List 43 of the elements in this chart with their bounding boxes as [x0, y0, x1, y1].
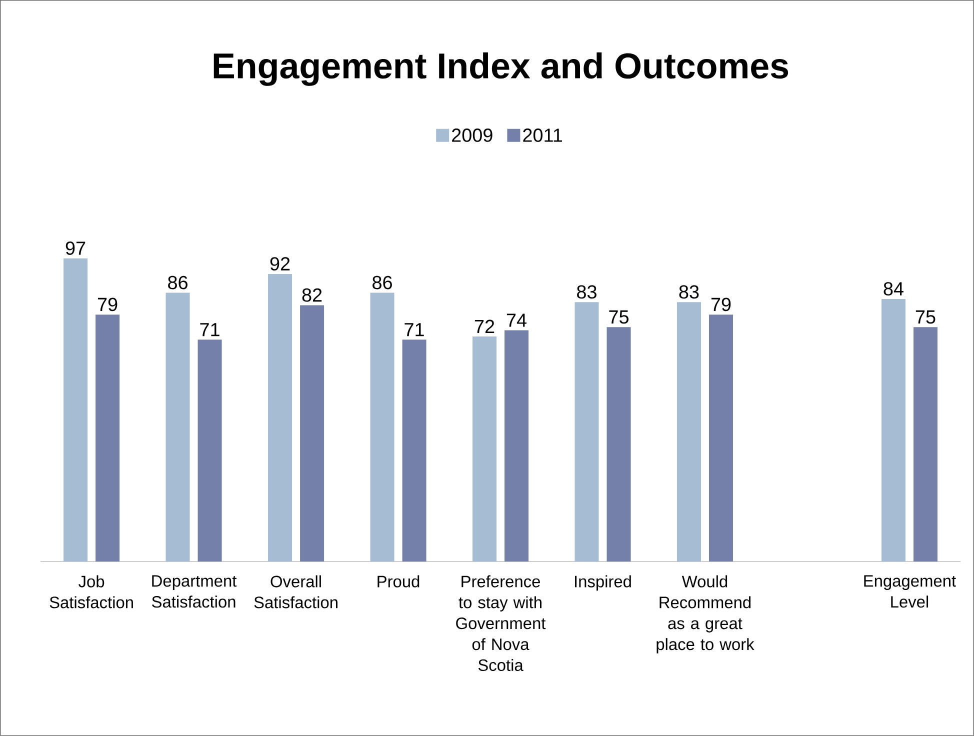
data-label: 79	[711, 298, 731, 312]
bar	[402, 340, 426, 562]
bar	[300, 305, 324, 562]
x-tick-label: Inspired	[575, 575, 631, 591]
legend-label: 2009	[452, 128, 492, 142]
data-label: 84	[884, 282, 904, 296]
legend-label: 2011	[523, 128, 562, 142]
x-tick-label: Proud	[378, 575, 420, 588]
bar	[370, 292, 394, 562]
data-label: 71	[200, 323, 220, 336]
bar	[504, 330, 529, 562]
x-tick-label: Overall Satisfaction	[254, 575, 338, 608]
data-label: 86	[168, 276, 188, 290]
data-label: 75	[609, 310, 628, 324]
x-tick-label: Engagement Level	[864, 575, 956, 608]
chart-title: Engagement Index and Outcomes	[214, 52, 788, 86]
bar	[198, 340, 222, 562]
bar	[708, 314, 733, 562]
bar	[96, 314, 120, 562]
x-tick-label: Preference to stay with Government of Nova Scotia	[456, 575, 546, 672]
data-label: 83	[577, 285, 596, 299]
data-label: 74	[506, 314, 526, 327]
data-label: 92	[270, 257, 290, 271]
bar	[166, 292, 190, 562]
bar	[676, 302, 701, 562]
x-tick-label: Department Satisfaction	[152, 575, 237, 608]
data-label: 72	[474, 320, 494, 334]
bar	[472, 336, 497, 562]
x-tick-label: Job Satisfaction	[50, 575, 133, 608]
bar	[913, 327, 938, 562]
bar	[574, 302, 599, 562]
x-tick-label: Would Recommend as a great place to work	[656, 575, 754, 654]
bar	[268, 274, 292, 562]
data-label: 71	[404, 323, 424, 336]
data-label: 86	[372, 276, 392, 290]
data-label: 79	[98, 298, 118, 312]
bar	[606, 327, 631, 562]
bar	[64, 258, 88, 562]
data-label: 83	[679, 285, 699, 299]
data-label: 97	[66, 242, 86, 255]
bar	[881, 299, 906, 562]
data-label: 82	[302, 288, 322, 302]
data-label: 75	[916, 310, 936, 324]
